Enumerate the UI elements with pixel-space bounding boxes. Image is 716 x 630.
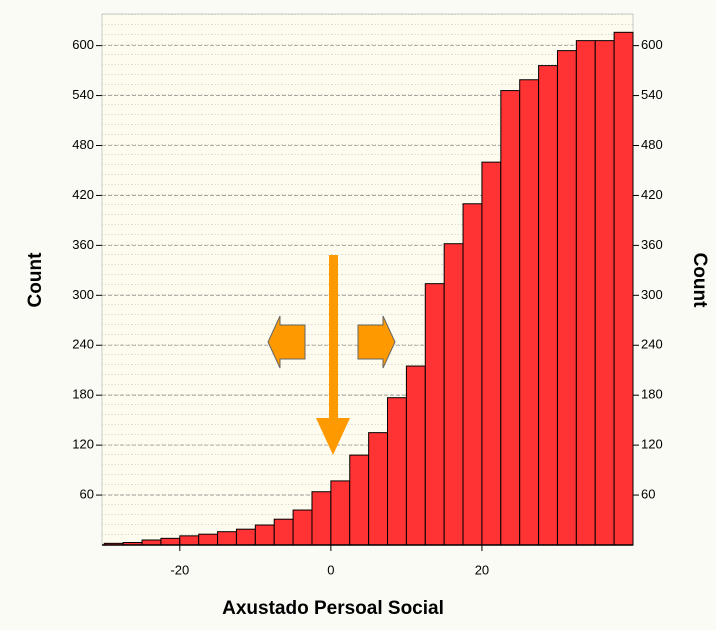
- bar: [594, 40, 615, 546]
- bar: [500, 90, 521, 546]
- bar: [235, 528, 256, 546]
- y-tick-label: 360: [72, 237, 94, 252]
- y2-tick-label: 420: [641, 187, 663, 202]
- bar: [443, 243, 464, 546]
- bar: [330, 480, 351, 546]
- right-arrow: [357, 315, 396, 369]
- bar: [405, 365, 426, 546]
- bar: [613, 31, 634, 546]
- y2-tick-label: 600: [641, 37, 663, 52]
- y2-tick-label: 120: [641, 437, 663, 452]
- bar: [556, 50, 577, 546]
- bar: [292, 509, 313, 546]
- x-tick-label: 0: [327, 562, 334, 577]
- bar: [387, 397, 407, 546]
- bar: [254, 524, 275, 546]
- y-tick-label: 240: [72, 337, 94, 352]
- left-arrow: [267, 315, 306, 369]
- y2-tick-label: 480: [641, 137, 663, 152]
- bar: [198, 533, 219, 546]
- bar: [538, 65, 558, 546]
- down-arrow: [316, 255, 350, 455]
- y-tick-label: 120: [72, 437, 94, 452]
- y-tick-label: 480: [72, 137, 94, 152]
- y-tick-label: 420: [72, 187, 94, 202]
- y-tick-label: 600: [72, 37, 94, 52]
- y-axis-title: Count: [25, 252, 46, 308]
- y-tick-label: 540: [72, 87, 94, 102]
- bar: [311, 491, 332, 546]
- y2-tick-label: 60: [641, 487, 655, 502]
- bar: [481, 161, 502, 546]
- bar: [349, 454, 370, 546]
- x-tick-label: -20: [170, 562, 189, 577]
- y2-axis-title: Count: [689, 253, 710, 309]
- bar: [462, 203, 483, 546]
- bar: [179, 535, 200, 546]
- bar: [519, 79, 540, 546]
- y-tick-label: 60: [80, 487, 94, 502]
- bar: [424, 283, 445, 546]
- y2-tick-label: 360: [641, 237, 663, 252]
- y2-tick-label: 300: [641, 287, 663, 302]
- bar: [273, 518, 294, 546]
- y-tick-label: 180: [72, 387, 94, 402]
- bar: [160, 537, 181, 546]
- y2-tick-label: 180: [641, 387, 663, 402]
- x-axis-title: Axustado Persoal Social: [222, 598, 444, 619]
- y-tick-label: 300: [72, 287, 94, 302]
- x-tick-label: 20: [475, 562, 489, 577]
- y2-tick-label: 540: [641, 87, 663, 102]
- bar: [217, 531, 237, 546]
- bar: [575, 40, 596, 546]
- y2-tick-label: 240: [641, 337, 663, 352]
- annotation-arrows: [267, 255, 396, 455]
- bar: [368, 432, 389, 546]
